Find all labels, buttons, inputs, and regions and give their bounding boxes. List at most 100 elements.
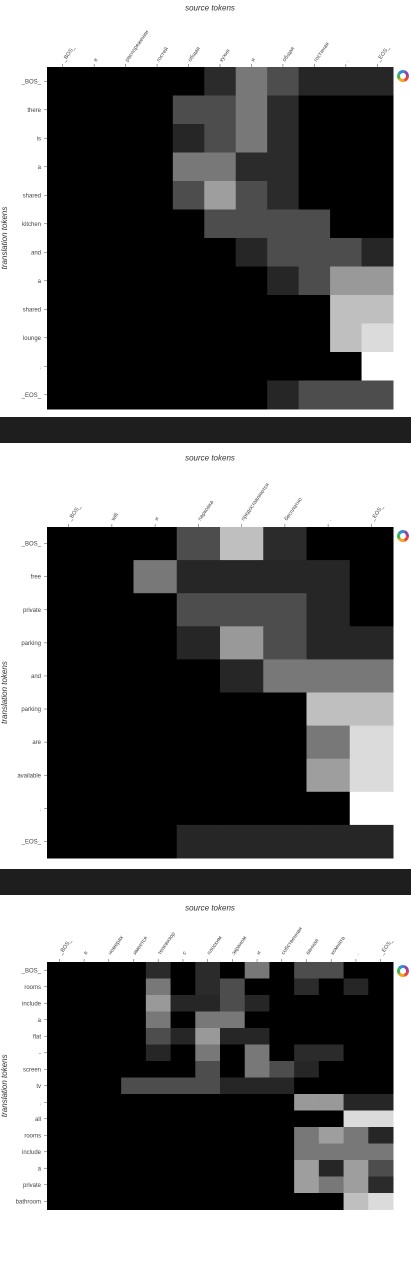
heatmap-cell: [235, 209, 268, 239]
separator-band: [0, 869, 411, 895]
heatmap-cell: [96, 1160, 122, 1177]
heatmap-cell: [220, 1193, 246, 1210]
heatmap-cell: [235, 152, 268, 182]
heatmap-cell: [361, 266, 394, 296]
heatmap-cell: [47, 527, 91, 561]
x-tick-label: парковка: [197, 499, 216, 522]
heatmap-cell: [170, 1127, 196, 1144]
heatmap-cell: [263, 659, 307, 693]
heatmap-cell: [121, 1160, 147, 1177]
heatmap-cell: [145, 962, 172, 979]
heatmap-cell: [220, 725, 264, 760]
heatmap-cell: [368, 1143, 394, 1161]
heatmap-cell: [47, 1028, 73, 1045]
heatmap-cell: [109, 238, 142, 267]
x-tick-label: _EOS_: [375, 44, 391, 64]
heatmap-cell: [306, 626, 351, 660]
heatmap-cell: [368, 1044, 394, 1062]
rainbow-wheel-icon[interactable]: [397, 530, 409, 542]
y-axis-label: translation tokens: [0, 1054, 9, 1117]
heatmap-cell: [368, 995, 394, 1012]
rainbow-wheel-icon[interactable]: [397, 965, 409, 977]
heatmap-cell: [306, 791, 351, 826]
heatmap-cell: [172, 380, 205, 410]
heatmap-cell: [263, 791, 307, 826]
heatmap-cell: [71, 1094, 97, 1111]
heatmap-cell: [109, 95, 142, 125]
x-tick-label: имеется: [132, 936, 149, 957]
heatmap-cell: [90, 725, 134, 760]
heatmap-cell: [47, 380, 79, 410]
x-tick-label: гостей: [155, 46, 170, 63]
heatmap-cell: [220, 978, 246, 996]
heatmap-cell: [96, 978, 122, 996]
heatmap-cell: [220, 692, 264, 727]
heatmap-cell: [172, 124, 205, 153]
heatmap-cell: [294, 1193, 320, 1210]
x-tick-label: .: [345, 58, 351, 63]
heatmap-cell: [170, 1077, 196, 1095]
y-tick-label: _EOS_: [21, 839, 42, 845]
heatmap-cell: [96, 1044, 122, 1062]
heatmap-cell: [220, 995, 246, 1012]
heatmap-cell: [145, 1193, 172, 1210]
heatmap-cell: [235, 124, 268, 153]
heatmap-cell: [318, 978, 345, 996]
heatmap-cell: [343, 1193, 369, 1210]
heatmap-cell: [267, 323, 300, 353]
rainbow-wheel-icon[interactable]: [397, 70, 409, 82]
y-tick-label: rooms: [24, 1133, 41, 1139]
heatmap-cell: [195, 1143, 221, 1161]
heatmap-cell: [71, 995, 97, 1012]
heatmap-cell: [220, 1143, 246, 1161]
y-tick-label: are: [32, 740, 41, 746]
y-tick-label: screen: [23, 1067, 41, 1073]
heatmap-cell: [47, 1011, 73, 1029]
heatmap-cell: [176, 692, 221, 727]
heatmap-cell: [269, 1011, 295, 1029]
separator-band: [0, 417, 411, 443]
heatmap-cell: [349, 560, 394, 594]
heatmap-cell: [267, 380, 300, 410]
heatmap-cell: [145, 1011, 172, 1029]
heatmap-cell: [330, 266, 363, 296]
heatmap-cell: [133, 659, 178, 693]
heatmap-cell: [71, 1176, 97, 1194]
heatmap-cell: [195, 1028, 221, 1045]
heatmap-cell: [267, 266, 300, 296]
x-tick-label: экраном: [231, 935, 248, 956]
heatmap-cell: [47, 323, 79, 353]
heatmap-cell: [145, 1061, 172, 1078]
heatmap-cell: [349, 725, 394, 760]
heatmap-cell: [343, 1160, 369, 1177]
heatmap-cell: [318, 995, 345, 1012]
heatmap-cell: [294, 1061, 320, 1078]
heatmap-cell: [195, 1176, 221, 1194]
heatmap-cell: [306, 692, 351, 727]
heatmap-cell: [269, 1061, 295, 1078]
y-tick-label: private: [23, 608, 42, 614]
heatmap-cell: [306, 527, 351, 561]
heatmap-cell: [145, 995, 172, 1012]
heatmap-cell: [269, 1160, 295, 1177]
heatmap-cell: [78, 181, 111, 210]
heatmap-cell: [267, 295, 300, 324]
heatmap-cell: [78, 295, 111, 324]
heatmap-cell: [269, 1176, 295, 1194]
heatmap-cell: [121, 1110, 147, 1128]
heatmap-cell: [176, 824, 221, 859]
heatmap-cell: [267, 181, 300, 210]
y-tick-label: a: [38, 165, 42, 171]
heatmap-cell: [244, 1127, 270, 1144]
heatmap-cell: [368, 1127, 394, 1144]
heatmap-cell: [318, 1127, 345, 1144]
heatmap-cell: [195, 1044, 221, 1062]
heatmap-cell: [172, 152, 205, 182]
x-tick-label: телевизор: [157, 931, 177, 956]
heatmap-cell: [47, 1061, 73, 1078]
heatmap-cell: [195, 1110, 221, 1128]
heatmap-cell: [318, 1176, 345, 1194]
heatmap-cell: [47, 791, 91, 826]
heatmap-cell: [298, 323, 331, 353]
x-tick-label: общая: [187, 46, 202, 63]
